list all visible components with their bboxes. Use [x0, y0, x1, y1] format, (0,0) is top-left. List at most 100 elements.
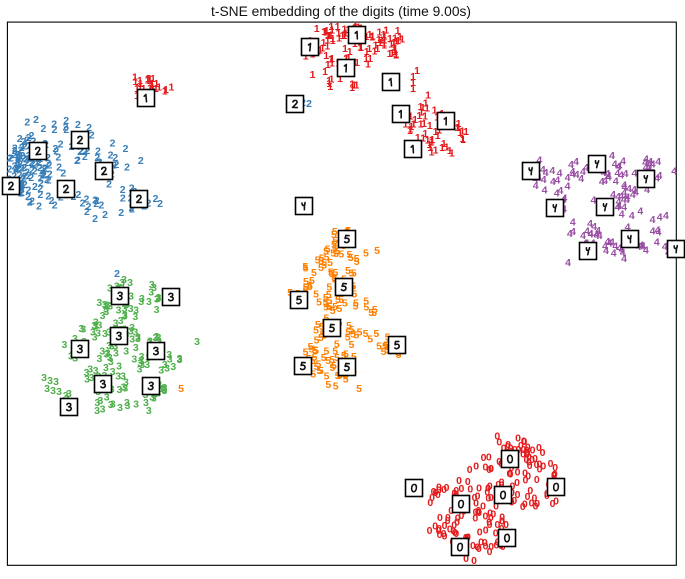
- svg-text:4: 4: [594, 230, 600, 242]
- svg-text:1: 1: [382, 31, 388, 43]
- svg-text:2: 2: [38, 178, 44, 190]
- svg-text:5: 5: [308, 344, 314, 356]
- svg-text:2: 2: [29, 130, 35, 142]
- svg-text:1: 1: [147, 83, 153, 95]
- svg-text:1: 1: [328, 21, 334, 33]
- svg-text:5: 5: [321, 257, 327, 269]
- svg-text:3: 3: [158, 364, 164, 376]
- svg-text:0: 0: [475, 506, 481, 518]
- svg-text:4: 4: [595, 225, 601, 237]
- svg-text:3: 3: [194, 336, 200, 348]
- svg-text:0: 0: [505, 441, 511, 453]
- svg-text:1: 1: [138, 78, 144, 90]
- svg-text:1: 1: [340, 30, 346, 42]
- svg-text:4: 4: [565, 257, 571, 269]
- svg-text:1: 1: [407, 123, 413, 135]
- svg-text:2: 2: [60, 167, 66, 179]
- svg-text:1: 1: [168, 82, 174, 94]
- svg-text:1: 1: [418, 119, 424, 131]
- svg-text:0: 0: [536, 442, 542, 454]
- svg-text:2: 2: [25, 191, 31, 203]
- svg-text:5: 5: [345, 327, 351, 339]
- svg-text:2: 2: [46, 175, 52, 187]
- svg-text:0: 0: [548, 458, 554, 470]
- svg-text:4: 4: [590, 195, 596, 207]
- svg-text:3: 3: [122, 382, 128, 394]
- svg-text:0: 0: [455, 513, 461, 525]
- svg-text:3: 3: [63, 390, 69, 402]
- svg-text:4: 4: [561, 193, 567, 205]
- svg-text:1: 1: [337, 73, 343, 85]
- svg-text:2: 2: [306, 98, 312, 110]
- svg-text:0: 0: [529, 454, 535, 466]
- svg-text:5: 5: [373, 328, 379, 340]
- svg-text:0: 0: [467, 464, 473, 476]
- svg-text:0: 0: [437, 529, 443, 541]
- svg-text:1: 1: [397, 31, 403, 43]
- svg-text:3: 3: [106, 340, 112, 352]
- svg-text:2: 2: [20, 173, 26, 185]
- svg-text:0: 0: [448, 505, 454, 517]
- svg-text:0: 0: [486, 464, 492, 476]
- svg-text:3: 3: [132, 311, 138, 323]
- svg-text:4: 4: [621, 202, 627, 214]
- svg-text:0: 0: [494, 431, 500, 443]
- svg-text:2: 2: [6, 164, 12, 176]
- svg-text:0: 0: [487, 546, 493, 558]
- svg-text:2: 2: [74, 155, 80, 167]
- svg-text:4: 4: [570, 168, 576, 180]
- svg-text:3: 3: [149, 279, 155, 291]
- svg-text:2: 2: [41, 169, 47, 181]
- svg-text:0: 0: [520, 444, 526, 456]
- svg-text:1: 1: [357, 41, 363, 53]
- svg-text:1: 1: [317, 45, 323, 57]
- svg-text:4: 4: [619, 244, 625, 256]
- svg-text:3: 3: [128, 303, 134, 315]
- svg-text:0: 0: [514, 477, 520, 489]
- svg-text:4: 4: [621, 194, 627, 206]
- svg-text:1: 1: [456, 118, 462, 130]
- svg-text:4: 4: [650, 159, 656, 171]
- svg-text:2: 2: [112, 152, 118, 164]
- svg-text:1: 1: [325, 30, 331, 42]
- svg-text:2: 2: [106, 179, 112, 191]
- svg-text:1: 1: [325, 34, 331, 46]
- svg-text:0: 0: [536, 459, 542, 471]
- svg-text:3: 3: [138, 355, 144, 367]
- svg-text:5: 5: [324, 251, 330, 263]
- svg-text:0: 0: [499, 479, 505, 491]
- svg-text:4: 4: [631, 167, 637, 179]
- svg-text:1: 1: [454, 122, 460, 134]
- svg-text:2: 2: [26, 170, 32, 182]
- svg-text:2: 2: [52, 200, 58, 212]
- svg-text:4: 4: [642, 157, 648, 169]
- svg-text:5: 5: [331, 272, 337, 284]
- svg-text:1: 1: [137, 82, 143, 94]
- svg-text:3: 3: [129, 334, 135, 346]
- svg-text:2: 2: [21, 153, 27, 165]
- svg-text:1: 1: [429, 134, 435, 146]
- svg-text:0: 0: [493, 539, 499, 551]
- svg-text:0: 0: [445, 512, 451, 524]
- svg-text:5: 5: [349, 324, 355, 336]
- svg-text:0: 0: [463, 553, 469, 565]
- svg-text:2: 2: [28, 172, 34, 184]
- svg-text:0: 0: [552, 468, 558, 480]
- svg-text:3: 3: [147, 336, 153, 348]
- svg-text:1: 1: [328, 53, 334, 65]
- svg-text:5: 5: [354, 253, 360, 265]
- svg-text:2: 2: [15, 155, 21, 167]
- svg-text:4: 4: [663, 210, 669, 222]
- svg-text:1: 1: [319, 42, 325, 54]
- svg-text:5: 5: [318, 365, 324, 377]
- svg-text:0: 0: [432, 521, 438, 533]
- svg-text:3: 3: [137, 358, 143, 370]
- svg-text:5: 5: [371, 307, 377, 319]
- svg-text:2: 2: [19, 142, 25, 154]
- svg-text:0: 0: [476, 507, 482, 519]
- svg-text:4: 4: [620, 155, 626, 167]
- svg-text:4: 4: [554, 188, 560, 200]
- svg-text:0: 0: [442, 520, 448, 532]
- svg-text:4: 4: [662, 241, 668, 253]
- svg-text:3: 3: [61, 339, 67, 351]
